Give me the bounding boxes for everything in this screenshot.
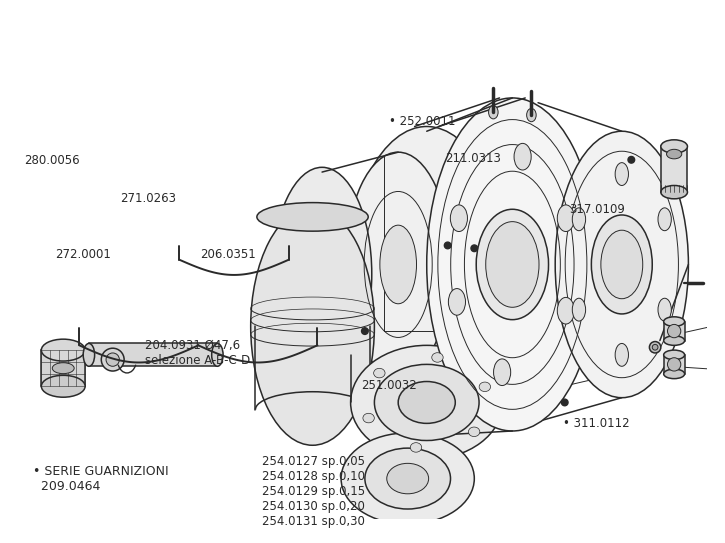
Ellipse shape — [448, 288, 465, 315]
Text: 254.0127 sp.0,05
254.0128 sp.0,10
254.0129 sp.0,15
254.0130 sp.0,20
254.0131 sp.: 254.0127 sp.0,05 254.0128 sp.0,10 254.01… — [262, 455, 365, 528]
Ellipse shape — [450, 205, 468, 231]
Text: 211.0313: 211.0313 — [445, 153, 501, 165]
Text: 280.0056: 280.0056 — [25, 154, 80, 167]
Ellipse shape — [434, 169, 468, 359]
Ellipse shape — [83, 343, 95, 367]
Ellipse shape — [526, 109, 536, 122]
Circle shape — [444, 242, 451, 249]
Ellipse shape — [441, 196, 460, 333]
Ellipse shape — [273, 167, 372, 381]
Ellipse shape — [365, 448, 450, 509]
Ellipse shape — [427, 98, 598, 431]
Ellipse shape — [450, 196, 470, 333]
Ellipse shape — [443, 169, 477, 359]
Text: • SERIE GUARNIZIONI
  209.0464: • SERIE GUARNIZIONI 209.0464 — [33, 465, 168, 493]
Ellipse shape — [374, 364, 479, 440]
Ellipse shape — [398, 382, 455, 424]
Ellipse shape — [558, 205, 574, 231]
Ellipse shape — [658, 208, 671, 231]
Ellipse shape — [601, 230, 643, 299]
Ellipse shape — [652, 344, 658, 350]
Text: 272.0001: 272.0001 — [56, 249, 112, 261]
Ellipse shape — [41, 339, 85, 361]
Ellipse shape — [41, 375, 85, 397]
Ellipse shape — [346, 152, 450, 377]
Ellipse shape — [460, 196, 479, 333]
Ellipse shape — [476, 209, 549, 320]
Bar — [41, 350, 85, 386]
Ellipse shape — [558, 298, 574, 324]
Text: • 252.0011: • 252.0011 — [389, 115, 455, 128]
Circle shape — [362, 328, 368, 334]
Text: 317.0109: 317.0109 — [569, 203, 626, 216]
Ellipse shape — [663, 336, 684, 345]
Ellipse shape — [386, 463, 428, 494]
Ellipse shape — [410, 443, 422, 452]
Circle shape — [561, 399, 568, 406]
Bar — [660, 147, 687, 192]
Ellipse shape — [380, 225, 416, 304]
Bar — [663, 321, 684, 340]
Ellipse shape — [572, 298, 586, 321]
Ellipse shape — [615, 163, 629, 186]
Text: 204.0931 Ø47,6
selezione A-B-C-D: 204.0931 Ø47,6 selezione A-B-C-D — [145, 339, 250, 367]
Ellipse shape — [373, 368, 385, 378]
Ellipse shape — [494, 359, 510, 386]
Ellipse shape — [660, 186, 687, 199]
Ellipse shape — [615, 343, 629, 367]
Ellipse shape — [468, 427, 480, 437]
Ellipse shape — [555, 131, 689, 397]
Ellipse shape — [489, 105, 498, 119]
Text: 206.0351: 206.0351 — [200, 249, 256, 261]
Ellipse shape — [479, 382, 491, 392]
Text: 271.0263: 271.0263 — [120, 192, 175, 205]
Ellipse shape — [663, 350, 684, 359]
Text: 251.0032: 251.0032 — [361, 378, 417, 392]
Ellipse shape — [663, 369, 684, 378]
Ellipse shape — [592, 215, 652, 314]
Circle shape — [471, 245, 478, 251]
Ellipse shape — [363, 413, 374, 423]
Ellipse shape — [668, 324, 681, 338]
Ellipse shape — [251, 207, 374, 445]
Bar — [663, 355, 684, 374]
Circle shape — [628, 156, 634, 163]
Ellipse shape — [346, 127, 508, 440]
Ellipse shape — [668, 358, 681, 371]
Bar — [89, 343, 218, 367]
Ellipse shape — [650, 342, 660, 353]
Ellipse shape — [351, 345, 503, 459]
Ellipse shape — [660, 140, 687, 153]
Ellipse shape — [102, 348, 124, 371]
Ellipse shape — [666, 149, 681, 159]
Ellipse shape — [486, 222, 539, 307]
Ellipse shape — [572, 208, 586, 231]
Ellipse shape — [663, 317, 684, 326]
Ellipse shape — [452, 169, 486, 359]
Ellipse shape — [658, 298, 671, 321]
Ellipse shape — [106, 353, 120, 367]
Ellipse shape — [514, 143, 531, 170]
Ellipse shape — [257, 203, 368, 231]
Ellipse shape — [52, 363, 74, 374]
Text: • 311.0112: • 311.0112 — [563, 418, 629, 431]
Ellipse shape — [212, 343, 223, 367]
Ellipse shape — [341, 433, 474, 524]
Ellipse shape — [432, 353, 443, 362]
